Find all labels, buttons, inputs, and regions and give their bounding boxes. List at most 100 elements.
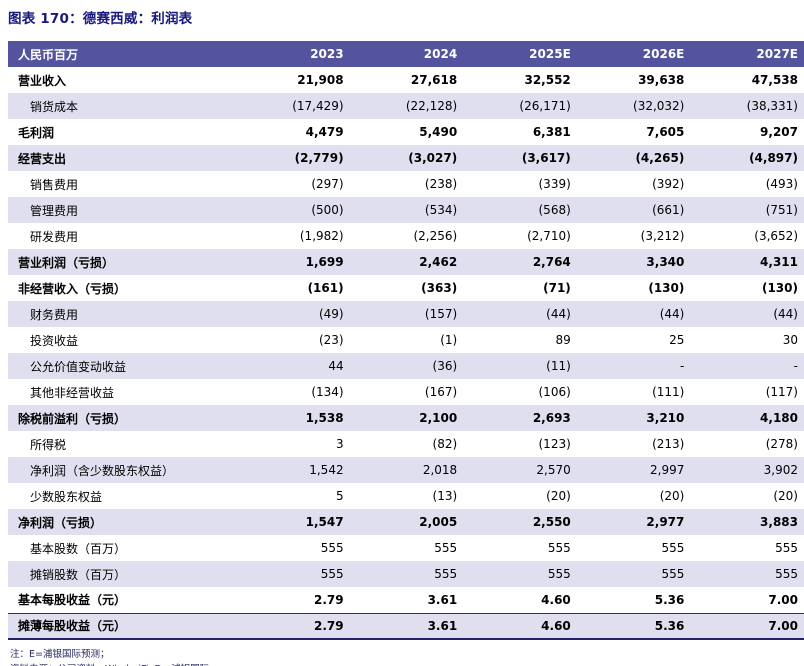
cell-value: (238): [424, 177, 458, 191]
cell-value: 1,538: [236, 405, 350, 431]
cell-value: (20): [773, 489, 798, 503]
cell-value: 7,605: [646, 125, 685, 139]
table-row: 销货成本 (17,429) (22,128) (26,171) (32,032) (38,…: [8, 93, 804, 119]
cell-value: 4.60: [541, 592, 571, 607]
cell-value: (22,128): [349, 93, 464, 119]
cell-value: (661): [576, 197, 691, 223]
cell-value: (49): [236, 301, 350, 327]
row-label: 摊薄每股收益（元）: [8, 612, 236, 639]
cell-value: (278): [765, 437, 798, 451]
cell-value: 7.00: [690, 612, 804, 639]
cell-value: (500): [236, 197, 350, 223]
row-label: 摊销股数（百万）: [8, 561, 236, 587]
cell-value: 2,018: [349, 457, 464, 483]
table-row: 管理费用 (500) (534) (568) (661) (751): [8, 197, 804, 223]
column-header-year: 2026E: [576, 41, 691, 67]
cell-value: 89: [555, 333, 571, 347]
cell-value: 2,462: [349, 249, 464, 275]
cell-value: (20): [546, 489, 571, 503]
row-label: 所得税: [30, 437, 67, 452]
column-header-year: 2025E: [463, 41, 577, 67]
row-label: 净利润（亏损）: [8, 509, 236, 535]
cell-value: (2,256): [413, 229, 458, 243]
column-header-year: 2024: [349, 41, 464, 67]
cell-value: -: [690, 353, 804, 379]
cell-value: 2,100: [349, 405, 464, 431]
cell-value: 2.79: [236, 612, 350, 639]
cell-value: 47,538: [751, 73, 798, 87]
table-row: 少数股东权益 5 (13) (20) (20) (20): [8, 483, 804, 509]
cell-value: 5.36: [576, 612, 691, 639]
row-label: 基本股数（百万）: [30, 541, 127, 556]
cell-value: (44): [690, 301, 804, 327]
cell-value: (82): [432, 437, 458, 451]
cell-value: 6,381: [532, 125, 571, 139]
cell-value: (117): [765, 385, 798, 399]
column-header-year: 2023: [236, 41, 350, 67]
cell-value: 39,638: [638, 73, 685, 87]
cell-value: 3,340: [576, 249, 691, 275]
cell-value: (392): [652, 177, 685, 191]
row-label: 销货成本: [8, 93, 236, 119]
cell-value: (123): [538, 437, 571, 451]
figure-title: 图表 170：德赛西威：利润表: [8, 11, 193, 27]
cell-value: 555: [434, 541, 458, 555]
table-header-row: 人民币百万 2023 2024 2025E 2026E 2027E: [8, 41, 804, 67]
row-label: 其他非经营收益: [30, 385, 115, 400]
table-row: 财务费用 (49) (157) (44) (44) (44): [8, 301, 804, 327]
cell-value: (297): [311, 177, 344, 191]
cell-value: 32,552: [524, 73, 571, 87]
cell-value: (38,331): [690, 93, 804, 119]
table-row: 除税前溢利（亏损） 1,538 2,100 2,693 3,210 4,180: [8, 405, 804, 431]
row-label: 研发费用: [30, 229, 79, 244]
table-row: 基本每股收益（元） 2.79 3.61 4.60 5.36 7.00: [8, 587, 804, 613]
footnotes: 注：E=浦银国际预测； 资料来源：公司资料、Wind、iFinD、浦银国际: [8, 647, 804, 666]
cell-value: (26,171): [463, 93, 577, 119]
cell-value: 4,311: [690, 249, 804, 275]
row-label: 基本每股收益（元）: [18, 593, 127, 608]
footnote-estimate: 注：E=浦银国际预测；: [10, 649, 110, 660]
cell-value: (493): [765, 177, 798, 191]
table-row: 其他非经营收益 (134) (167) (106) (111) (117): [8, 379, 804, 405]
row-label: 财务费用: [8, 301, 236, 327]
table-row: 摊薄每股收益（元） 2.79 3.61 4.60 5.36 7.00: [8, 612, 804, 639]
table-row: 投资收益 (23) (1) 89 25 30: [8, 327, 804, 353]
cell-value: (23): [318, 333, 344, 347]
table-body: 营业收入 21,908 27,618 32,552 39,638 47,538 销货成本 (1…: [8, 67, 804, 639]
cell-value: (36): [349, 353, 464, 379]
cell-value: 1,699: [236, 249, 350, 275]
cell-value: 3.61: [427, 592, 458, 607]
cell-value: (3,212): [640, 229, 685, 243]
table-row: 研发费用 (1,982) (2,256) (2,710) (3,212) (3,652): [8, 223, 804, 249]
cell-value: 555: [775, 541, 798, 555]
cell-value: (134): [311, 385, 344, 399]
cell-value: 555: [547, 541, 571, 555]
cell-value: 555: [320, 541, 344, 555]
cell-value: 555: [690, 561, 804, 587]
cell-value: 1,547: [236, 509, 350, 535]
table-row: 营业收入 21,908 27,618 32,552 39,638 47,538: [8, 67, 804, 93]
cell-value: 4,180: [690, 405, 804, 431]
cell-value: (1): [440, 333, 458, 347]
cell-value: (71): [543, 281, 571, 295]
cell-value: 555: [463, 561, 577, 587]
table-row: 所得税 3 (82) (123) (213) (278): [8, 431, 804, 457]
cell-value: (4,897): [690, 145, 804, 171]
cell-value: (213): [652, 437, 685, 451]
cell-value: (106): [538, 385, 571, 399]
cell-value: 7.00: [768, 592, 798, 607]
table-row: 公允价值变动收益 44 (36) (11) - -: [8, 353, 804, 379]
cell-value: 3: [335, 437, 344, 451]
cell-value: 2.79: [313, 592, 344, 607]
cell-value: (1,982): [299, 229, 344, 243]
cell-value: (3,027): [349, 145, 464, 171]
cell-value: (2,779): [236, 145, 350, 171]
cell-value: (167): [424, 385, 458, 399]
cell-value: 9,207: [760, 125, 798, 139]
cell-value: 3.61: [349, 612, 464, 639]
row-label: 管理费用: [8, 197, 236, 223]
cell-value: 2,570: [463, 457, 577, 483]
cell-value: 5,490: [419, 125, 458, 139]
table-row: 毛利润 4,479 5,490 6,381 7,605 9,207: [8, 119, 804, 145]
cell-value: (44): [576, 301, 691, 327]
